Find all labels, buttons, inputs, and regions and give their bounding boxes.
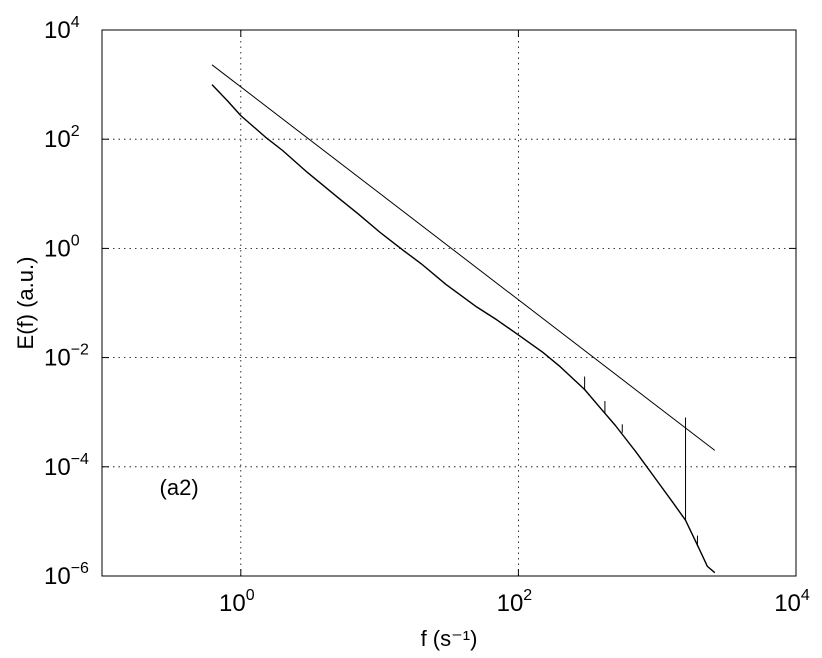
reference-slope-line [211,64,716,451]
tick-marks [102,29,797,577]
x-tick-label: 100 [219,587,255,617]
y-tick-label: 10−4 [44,451,89,481]
x-tick-labels: 100 102 104 [219,587,810,617]
y-axis-label: E(f) (a.u.) [13,257,38,350]
y-tick-label: 100 [44,232,80,262]
y-tick-label: 10−6 [44,560,89,590]
y-tick-label: 10−2 [44,342,89,372]
spectrum-line [211,84,716,574]
x-tick-label: 104 [774,587,810,617]
y-tick-labels: 10−6 10−4 10−2 100 102 104 [44,14,89,590]
y-tick-label: 104 [44,14,80,44]
data-series-group [211,64,716,574]
grid-lines [102,30,796,576]
x-tick-label: 102 [497,587,533,617]
y-tick-label: 102 [44,123,80,153]
plot-frame [101,29,797,577]
x-axis-label: f (s⁻¹) [421,626,478,651]
panel-label: (a2) [160,475,199,500]
